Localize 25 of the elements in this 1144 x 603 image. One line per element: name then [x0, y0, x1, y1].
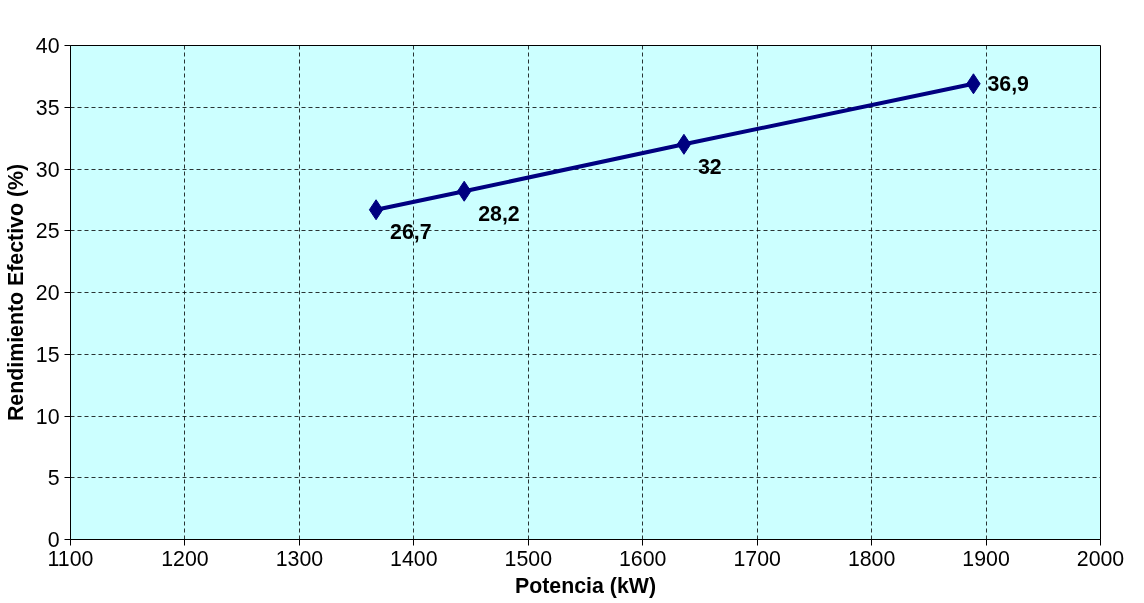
- x-axis-title: Potencia (kW): [514, 573, 657, 598]
- y-axis-title: Rendimiento Efectivo (%): [3, 163, 28, 422]
- x-tick-label: 1200: [161, 546, 209, 571]
- x-tick-label: 1800: [847, 546, 896, 571]
- x-tick-label: 1300: [275, 546, 324, 571]
- y-tick-label: 35: [35, 95, 60, 120]
- y-tick-label: 5: [47, 466, 60, 491]
- y-tick-label: 30: [35, 157, 60, 182]
- data-label: 36,9: [987, 72, 1030, 97]
- point: [676, 133, 692, 155]
- y-tick-label: 15: [35, 342, 60, 367]
- y-tick-label: 25: [35, 219, 60, 244]
- x-tick-label: 1500: [504, 546, 553, 571]
- x-tick-label: 2000: [1076, 546, 1125, 571]
- y-tick-label: 20: [35, 281, 60, 305]
- y-tick-label: 40: [35, 34, 60, 58]
- data-label: 28,2: [478, 201, 520, 226]
- x-tick-label: 1900: [962, 546, 1010, 571]
- x-tick-label: 1400: [390, 546, 438, 571]
- x-tick-label: 1700: [733, 546, 782, 571]
- y-tick-label: 10: [35, 404, 60, 429]
- x-tick-label: 1600: [619, 546, 667, 571]
- data-label: 26,7: [390, 220, 432, 245]
- point: [368, 199, 384, 221]
- data-label: 32: [697, 154, 722, 179]
